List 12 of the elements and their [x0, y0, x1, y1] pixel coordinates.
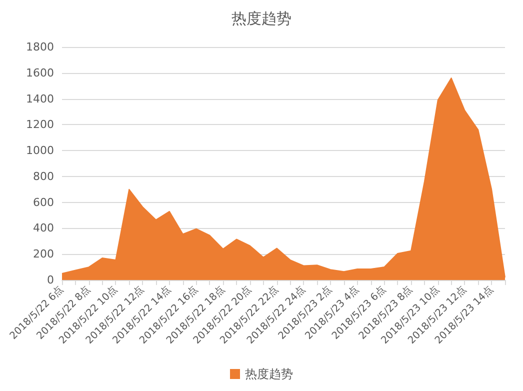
y-tick-label: 0: [47, 274, 54, 286]
legend-label: 热度趋势: [245, 367, 293, 381]
y-tick-label: 1400: [26, 92, 54, 106]
y-tick-label: 600: [33, 196, 54, 209]
y-tick-label: 400: [33, 222, 54, 235]
y-tick-label: 1600: [26, 66, 54, 80]
y-tick-label: 1000: [26, 144, 54, 158]
chart-title: 热度趋势: [232, 10, 292, 28]
y-tick-label: 1800: [26, 40, 54, 54]
y-tick-label: 200: [33, 248, 54, 261]
y-tick-label: 800: [33, 170, 54, 183]
y-tick-label: 1200: [26, 118, 54, 132]
